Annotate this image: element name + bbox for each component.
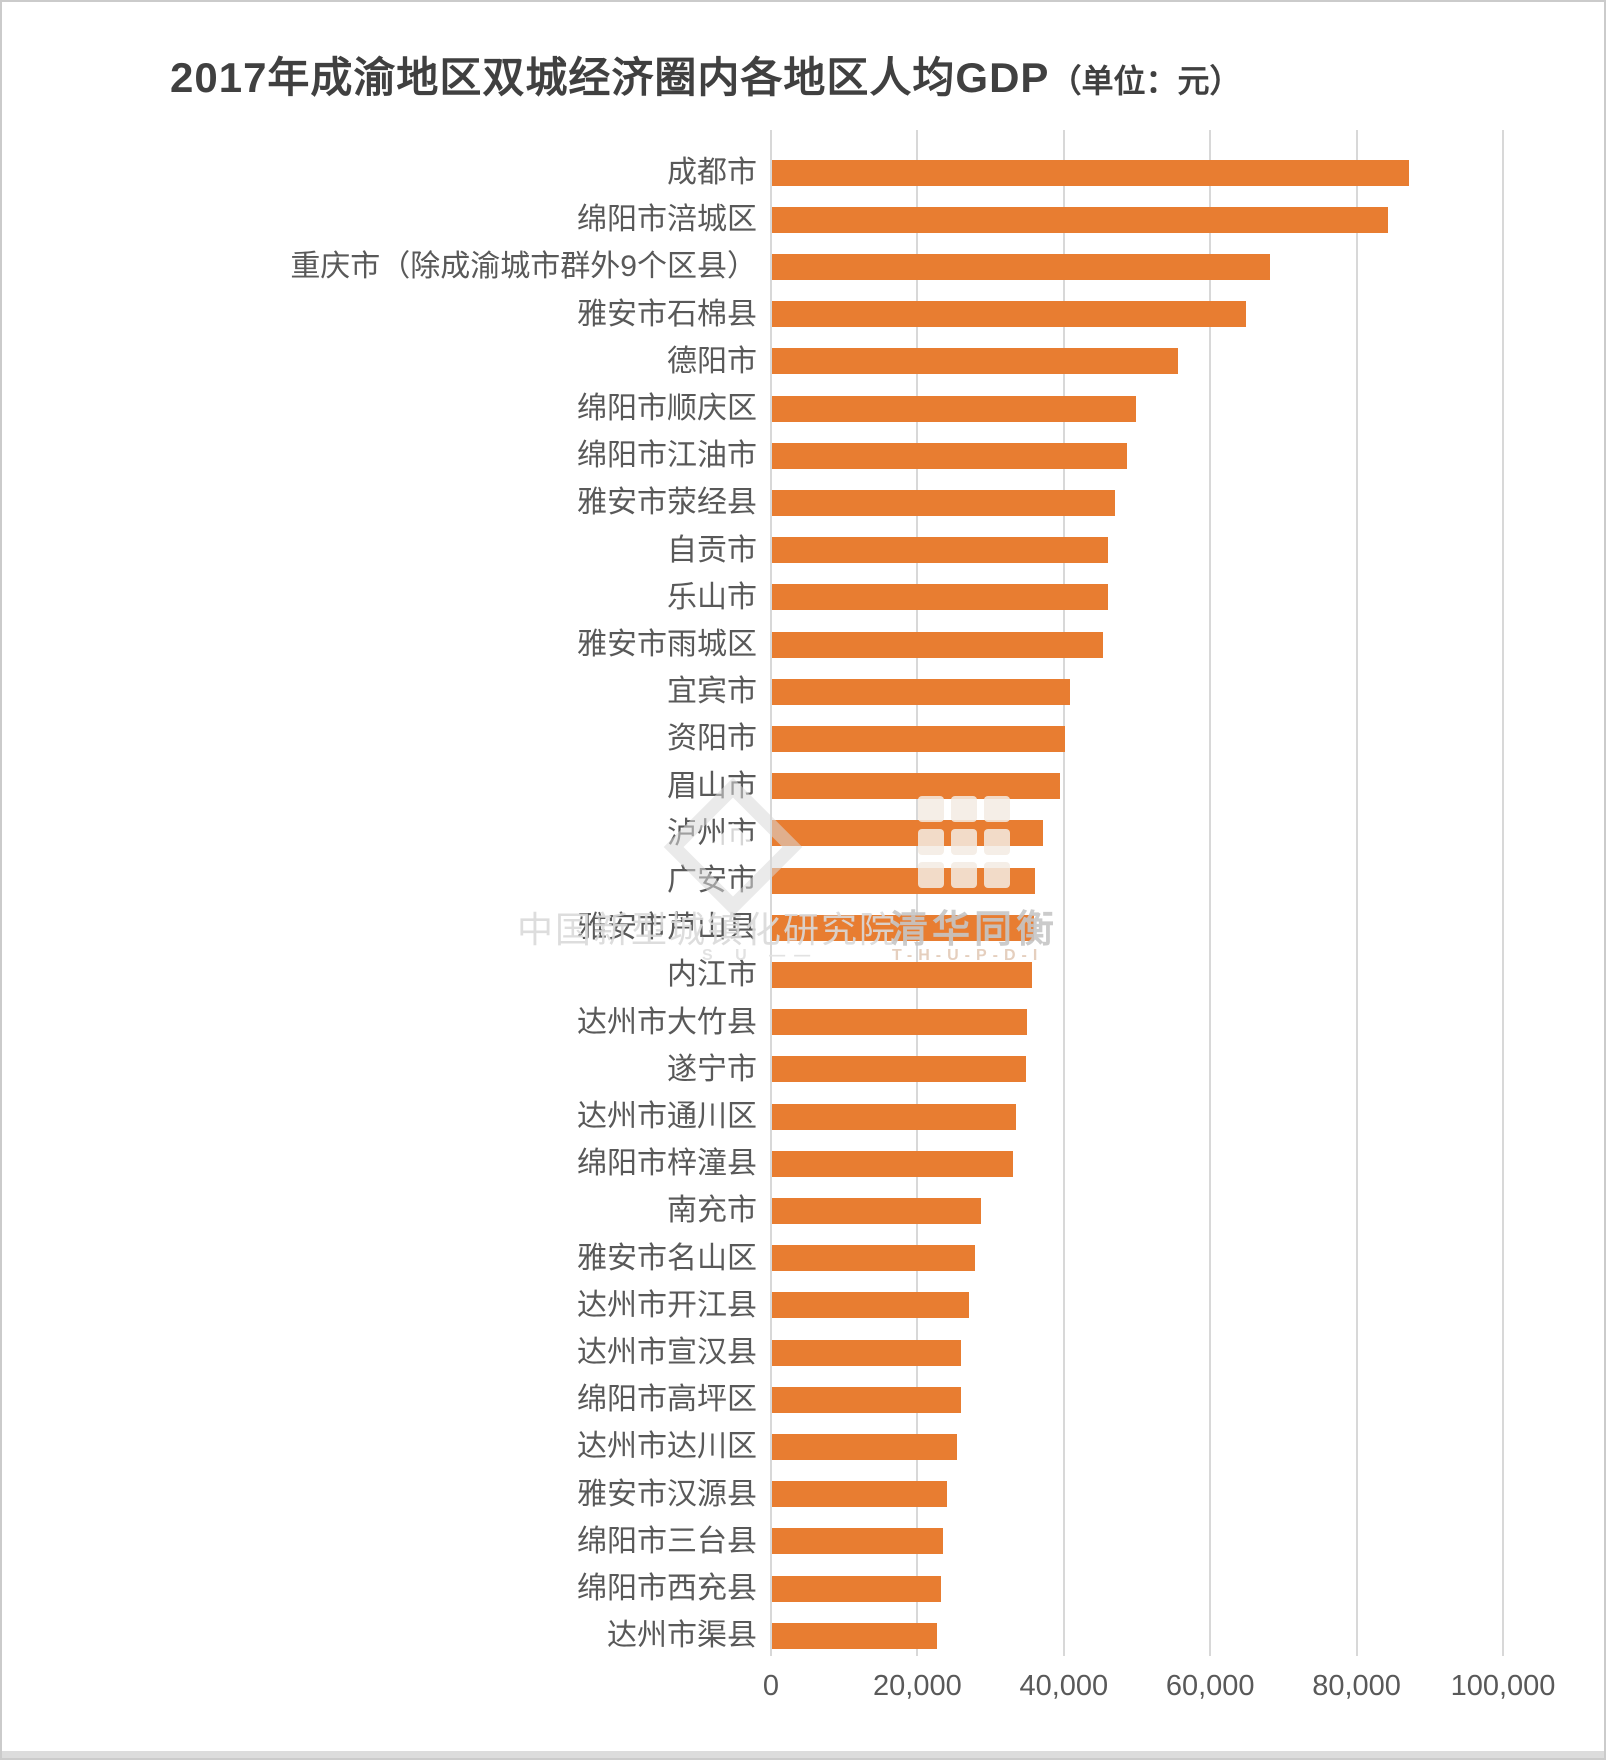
bar: [772, 1339, 962, 1366]
bar: [772, 442, 1127, 469]
page-title: 2017年成渝地区双城经济圈内各地区人均GDP（单位：元）: [170, 44, 1241, 105]
bar: [772, 537, 1109, 564]
bar: [772, 1481, 947, 1508]
category-label: 乐山市: [667, 580, 757, 614]
bar: [772, 1386, 961, 1413]
gridline-60000: [1209, 130, 1212, 1656]
category-label: 眉山市: [667, 769, 757, 803]
bar: [772, 1198, 982, 1224]
bar: [772, 206, 1389, 233]
category-label: 绵阳市梓潼县: [577, 1147, 757, 1181]
category-label: 雅安市汉源县: [577, 1477, 757, 1511]
bar: [772, 1009, 1028, 1036]
bar: [772, 1150, 1013, 1177]
bar: [772, 1056, 1027, 1083]
bar: [772, 348, 1178, 375]
category-label: 绵阳市涪城区: [577, 203, 757, 237]
category-label: 绵阳市江油市: [577, 439, 757, 473]
bar: [772, 867, 1035, 894]
bar: [772, 1575, 941, 1602]
category-label: 内江市: [667, 958, 757, 992]
bar: [772, 1245, 976, 1272]
bar: [772, 678, 1071, 705]
category-label: 宜宾市: [667, 675, 757, 709]
x-tick-label: 60,000: [1165, 1670, 1255, 1702]
category-label: 达州市通川区: [577, 1100, 757, 1133]
bar: [772, 773, 1061, 800]
bar: [772, 820, 1043, 847]
category-label: 资阳市: [667, 722, 757, 756]
bar: [772, 726, 1065, 752]
gridline-100000: [1502, 130, 1504, 1656]
gridline-80000: [1355, 130, 1358, 1656]
bar: [772, 254, 1271, 280]
chart-title-unit: （单位：元）: [1049, 63, 1242, 99]
category-label: 达州市开江县: [577, 1288, 757, 1322]
category-label: 泸州市: [667, 816, 757, 850]
category-label: 绵阳市西充县: [577, 1572, 757, 1605]
category-label: 南充市: [667, 1194, 757, 1228]
category-label: 成都市: [667, 156, 757, 189]
bar: [772, 1434, 957, 1460]
x-tick-label: 100,000: [1450, 1670, 1556, 1702]
bar: [772, 159, 1409, 186]
bottom-edge-strip: [2, 1751, 1604, 1758]
category-label: 德阳市: [667, 344, 757, 378]
bar: [772, 395, 1137, 422]
bar: [772, 914, 1034, 941]
bar: [772, 301, 1247, 328]
gridline-0: [770, 130, 772, 1656]
category-label: 雅安市石棉县: [577, 297, 757, 331]
bar: [772, 1103, 1017, 1130]
category-label: 绵阳市三台县: [577, 1524, 757, 1558]
bar: [772, 1528, 944, 1555]
x-tick-label: 20,000: [873, 1670, 962, 1702]
x-tick-label: 0: [762, 1670, 780, 1702]
category-label: 自贡市: [667, 533, 757, 567]
category-label: 重庆市（除成渝城市群外9个区县）: [290, 250, 757, 284]
bar: [772, 1622, 938, 1649]
category-label: 雅安市荥经县: [577, 486, 757, 520]
category-label: 绵阳市顺庆区: [577, 392, 757, 425]
bar: [772, 962, 1032, 988]
category-label: 达州市达川区: [577, 1430, 757, 1464]
category-label: 雅安市雨城区: [577, 628, 757, 661]
bar: [772, 584, 1108, 611]
x-tick-label: 80,000: [1312, 1670, 1401, 1702]
bar: [772, 490, 1116, 516]
category-label: 绵阳市高坪区: [577, 1383, 757, 1417]
category-label: 达州市宣汉县: [577, 1336, 757, 1369]
category-label: 雅安市名山区: [577, 1241, 757, 1275]
category-label: 遂宁市: [667, 1052, 757, 1086]
gridline-40000: [1062, 130, 1065, 1656]
category-label: 广安市: [667, 864, 757, 897]
bar: [772, 1292, 969, 1319]
category-label: 雅安市芦山县: [577, 911, 757, 945]
bar: [772, 631, 1103, 658]
chart-title-text: 2017年成渝地区双城经济圈内各地区人均GDP: [170, 54, 1050, 101]
category-label: 达州市大竹县: [577, 1005, 757, 1039]
category-label: 达州市渠县: [607, 1619, 757, 1653]
x-tick-label: 40,000: [1019, 1670, 1109, 1702]
